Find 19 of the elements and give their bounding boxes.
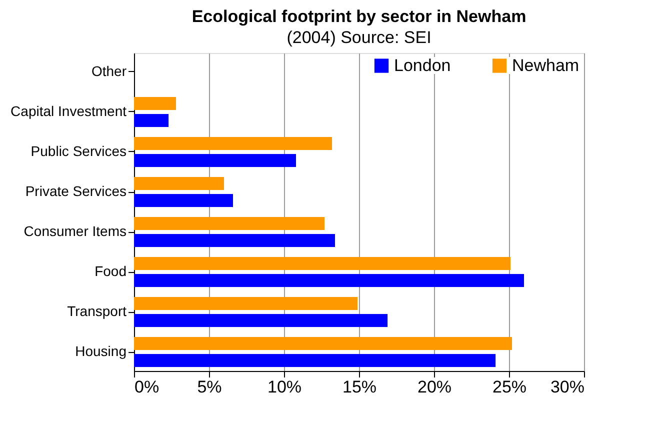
y-tick-label: Consumer Items (24, 223, 126, 239)
x-tick-label: 15% (342, 378, 377, 396)
x-tick-label: 10% (267, 378, 302, 396)
legend-label: London (394, 56, 451, 75)
y-tick-label: Other (91, 63, 127, 79)
y-tick-label: Private Services (25, 183, 126, 199)
y-tick-label: Public Services (30, 143, 126, 159)
x-tick-label: 30% (550, 378, 584, 396)
x-tick-label: 0% (134, 378, 160, 396)
chart-title: Ecological footprint by sector in Newham (192, 7, 526, 26)
x-tick-label: 20% (417, 378, 452, 396)
legend-label: Newham (512, 56, 580, 75)
x-tick-label: 25% (492, 378, 527, 396)
y-tick-label: Housing (75, 343, 126, 359)
x-tick-label: 5% (197, 378, 222, 396)
y-tick-label: Capital Investment (10, 103, 127, 119)
y-tick-label: Food (94, 263, 126, 279)
y-tick-label: Transport (67, 303, 127, 319)
chart-subtitle: (2004) Source: SEI (286, 28, 432, 47)
